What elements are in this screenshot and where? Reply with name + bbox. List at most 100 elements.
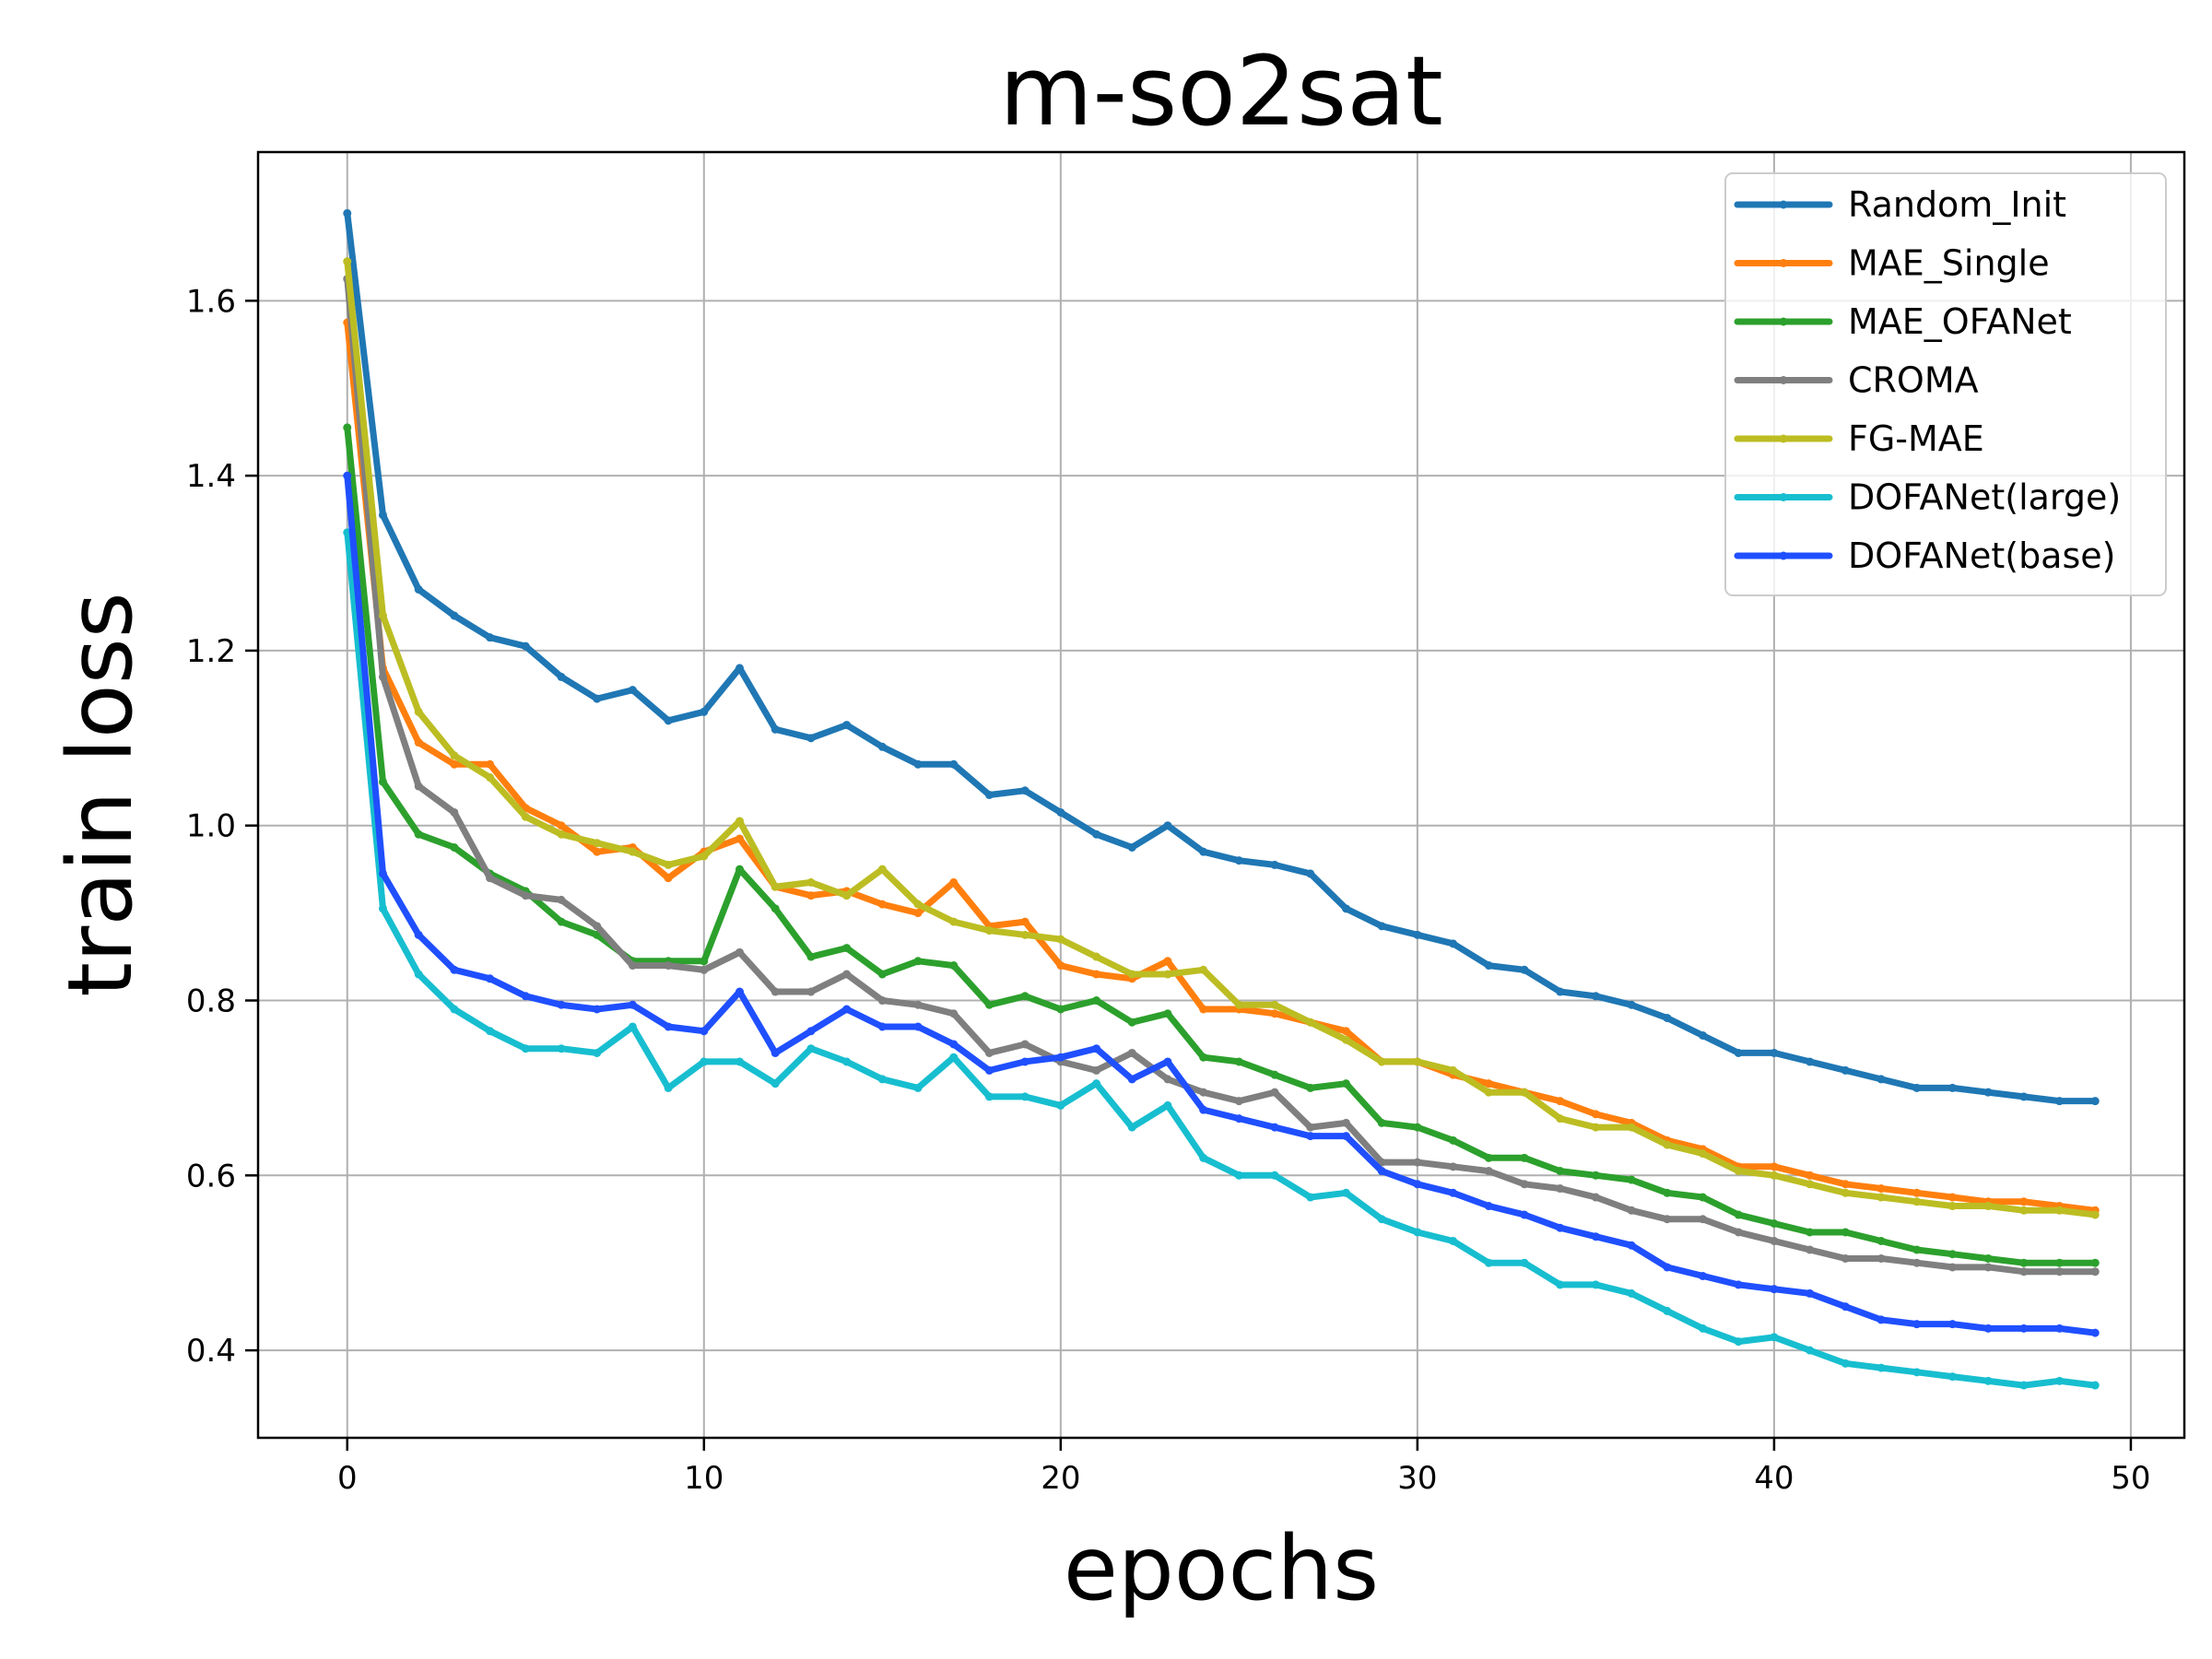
data-point: [1020, 917, 1030, 926]
data-point: [557, 1000, 566, 1009]
data-point: [2019, 1381, 2029, 1390]
data-point: [913, 1022, 923, 1031]
data-point: [1591, 1280, 1600, 1289]
data-point: [1627, 1000, 1636, 1009]
legend-label: FG-MAE: [1848, 418, 1984, 459]
legend-entry-random-init: Random_Init: [1734, 184, 2066, 225]
data-point: [1341, 1027, 1350, 1036]
legend: Random_Init MAE_Single MAE_OFANet CROMA FG-M…: [1724, 172, 2167, 596]
data-point: [664, 1022, 673, 1031]
data-point: [1163, 821, 1172, 830]
data-point: [1947, 1083, 1957, 1092]
series-dofanet-large: [343, 528, 2100, 1390]
data-point: [700, 965, 709, 974]
data-point: [593, 694, 602, 703]
legend-marker: [1779, 259, 1788, 267]
data-point: [1556, 1184, 1565, 1194]
legend-label: DOFANet(large): [1848, 477, 2121, 518]
data-point: [1841, 1065, 1850, 1075]
data-point: [378, 672, 387, 681]
data-point: [1163, 1009, 1172, 1018]
data-point: [1270, 860, 1279, 869]
data-point: [378, 511, 387, 520]
data-point: [1270, 1070, 1279, 1079]
data-point: [1341, 904, 1350, 913]
data-point: [1234, 1171, 1243, 1180]
data-point: [771, 724, 780, 734]
data-point: [486, 974, 495, 983]
data-point: [806, 1027, 816, 1036]
data-point: [343, 471, 352, 480]
data-point: [1912, 1083, 1922, 1092]
data-point: [2055, 1267, 2065, 1277]
x-axis-label: epochs: [1064, 1517, 1379, 1620]
grid-lines: [258, 152, 2184, 1438]
series-line-fg-mae: [344, 258, 2099, 1218]
data-point: [771, 882, 780, 891]
data-point: [2019, 1267, 2029, 1277]
data-point: [1127, 1075, 1136, 1084]
data-point: [2019, 1092, 2029, 1101]
data-point: [2090, 1097, 2100, 1106]
data-point: [1092, 830, 1101, 839]
data-point: [414, 738, 423, 747]
data-point: [1127, 970, 1136, 979]
data-point: [1377, 1167, 1386, 1176]
data-point: [1306, 1123, 1315, 1132]
data-point: [1484, 1258, 1493, 1267]
data-point: [1127, 1123, 1136, 1132]
series-line-dofanet-large: [344, 529, 2099, 1389]
legend-label: CROMA: [1848, 360, 1979, 401]
data-point: [806, 987, 816, 996]
data-point: [1841, 1359, 1850, 1368]
y-tick-label: 1.6: [186, 283, 236, 320]
plot-frame: [256, 150, 2186, 1440]
data-point: [2055, 1376, 2065, 1385]
data-point: [1056, 1053, 1065, 1062]
data-point: [1734, 1210, 1743, 1219]
data-point: [1306, 1193, 1315, 1202]
data-point: [1663, 1013, 1672, 1022]
data-point: [557, 895, 566, 904]
data-point: [557, 821, 566, 830]
data-point: [842, 944, 852, 953]
data-point: [1663, 1263, 1672, 1272]
data-point: [521, 812, 530, 821]
data-point: [700, 957, 709, 966]
data-point: [2090, 1328, 2100, 1337]
data-point: [735, 817, 744, 826]
data-point: [1556, 1114, 1565, 1124]
data-point: [1699, 1149, 1707, 1159]
data-point: [1056, 961, 1065, 971]
data-point: [557, 1044, 566, 1053]
x-tick-label: 20: [1041, 1460, 1080, 1497]
data-point: [771, 1048, 780, 1057]
data-point: [1556, 1280, 1565, 1289]
data-point: [450, 1005, 459, 1014]
data-point: [2055, 1324, 2065, 1333]
data-point: [771, 1079, 780, 1088]
data-point: [1627, 1241, 1636, 1250]
data-point: [1841, 1253, 1850, 1263]
data-point: [1449, 1236, 1458, 1245]
data-point: [1484, 961, 1493, 971]
data-point: [593, 922, 602, 931]
data-point: [2019, 1206, 2029, 1215]
data-point: [1341, 1035, 1350, 1044]
series-line-croma: [344, 276, 2099, 1276]
data-point: [877, 742, 887, 751]
data-point: [1591, 1193, 1600, 1202]
legend-label: MAE_Single: [1848, 243, 2050, 284]
data-point: [2090, 1258, 2100, 1267]
data-point: [1520, 1258, 1529, 1267]
data-point: [1056, 1005, 1065, 1014]
series-dofanet-base: [343, 471, 2100, 1337]
data-point: [1591, 1123, 1600, 1132]
data-point: [1484, 1202, 1493, 1211]
data-point: [1413, 1180, 1422, 1189]
legend-entry-mae-ofanet: MAE_OFANet: [1734, 301, 2072, 342]
data-point: [1306, 1132, 1315, 1141]
data-point: [1627, 1288, 1636, 1298]
data-point: [450, 611, 459, 620]
data-point: [1627, 1206, 1636, 1215]
